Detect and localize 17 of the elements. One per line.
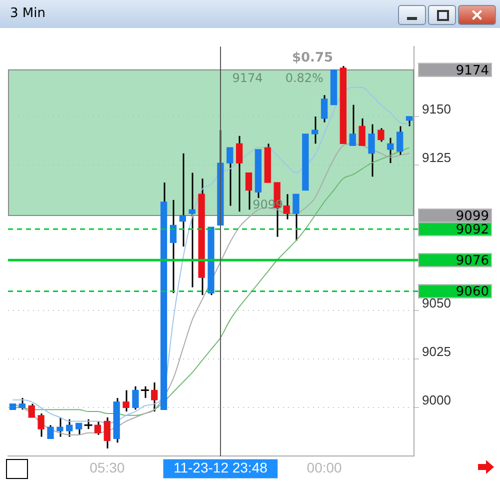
annotation: $0.75	[292, 50, 334, 66]
ref-line-label: 9076	[456, 254, 489, 269]
ref-line-label: 9092	[456, 222, 489, 238]
chart-title: 3 Min	[10, 6, 46, 21]
annotation: 0.82%	[285, 71, 324, 86]
annotation: 9174	[232, 71, 263, 86]
x-tick-label: 00:00	[306, 459, 342, 476]
text: 9099	[456, 208, 489, 224]
x-tick-label: 05:30	[90, 459, 125, 476]
y-tick-label: 9150	[422, 102, 451, 117]
y-tick-label: 9025	[422, 344, 451, 360]
y-tick-label: 9000	[422, 392, 451, 408]
ref-line-label: 9060	[456, 284, 489, 300]
y-tick-label: 9050	[422, 296, 451, 311]
text: 9174	[456, 63, 489, 78]
y-tick-label: 9125	[422, 150, 451, 166]
x-tick-label: 11-23-12 23:48	[173, 459, 268, 476]
